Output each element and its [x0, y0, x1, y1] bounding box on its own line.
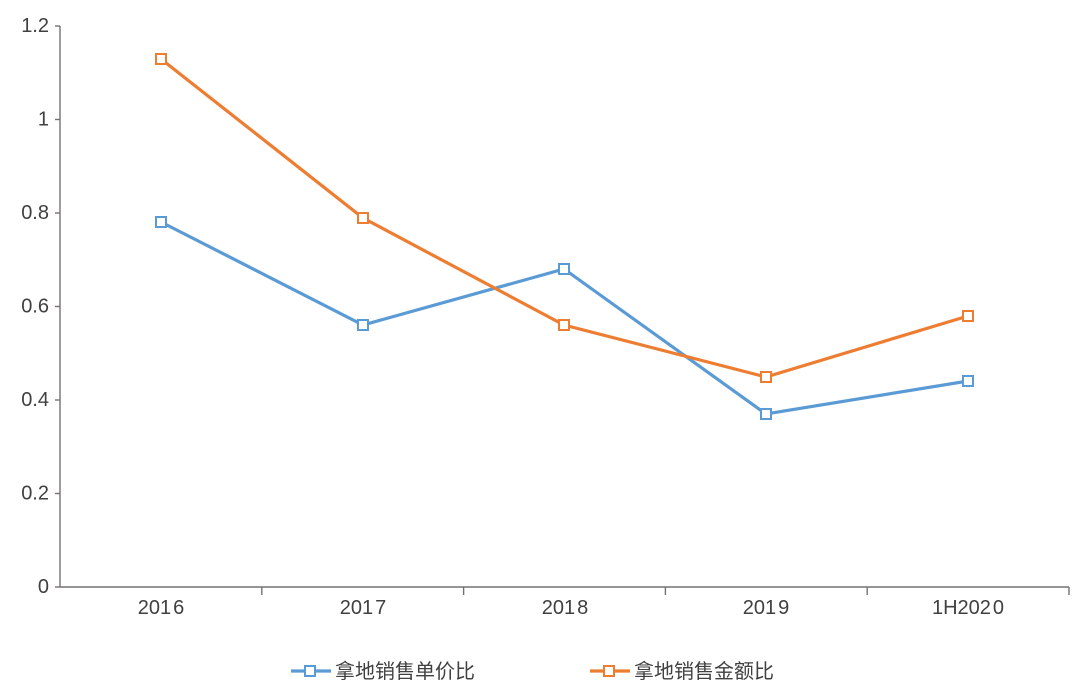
svg-text:0: 0 [38, 576, 49, 598]
svg-text:0.4: 0.4 [21, 389, 49, 411]
svg-text:1.2: 1.2 [21, 15, 49, 37]
svg-text:拿地销售金额比: 拿地销售金额比 [634, 659, 774, 683]
svg-text:拿地销售单价比: 拿地销售单价比 [335, 659, 475, 683]
svg-text:0.6: 0.6 [21, 296, 49, 318]
svg-text:0.8: 0.8 [21, 202, 49, 224]
svg-text:1: 1 [38, 109, 49, 131]
svg-text:0.2: 0.2 [21, 483, 49, 505]
